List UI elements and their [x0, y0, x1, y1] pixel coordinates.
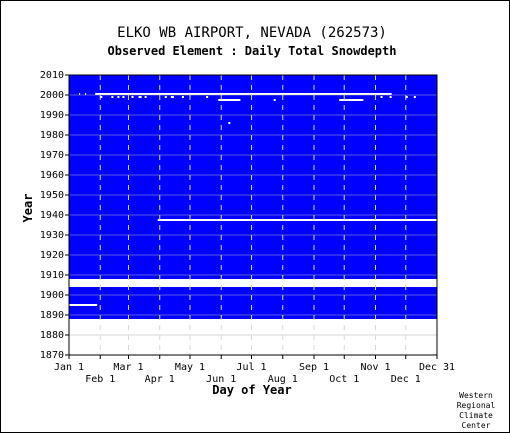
observed-period-0	[69, 287, 437, 319]
y-tick-label-1890: 1890	[40, 310, 64, 321]
missing-record-6	[95, 93, 392, 95]
missing-record-16	[164, 96, 167, 98]
credit-line-4: Center	[462, 421, 491, 430]
x-tick-label-151: Jun 1	[206, 374, 236, 385]
missing-record-3	[218, 99, 241, 101]
x-tick-label-365: Dec 31	[419, 362, 455, 373]
missing-record-4	[339, 99, 364, 101]
y-tick-label-1930: 1930	[40, 230, 64, 241]
chart-subtitle: Observed Element : Daily Total Snowdepth	[108, 44, 397, 58]
missing-record-9	[100, 96, 103, 98]
x-tick-label-59: Mar 1	[113, 362, 143, 373]
credit-line-1: Western	[459, 391, 493, 400]
missing-record-20	[380, 96, 383, 98]
missing-record-23	[413, 96, 416, 98]
missing-layer	[69, 93, 438, 306]
y-tick-label-1980: 1980	[40, 130, 64, 141]
missing-record-7	[79, 93, 81, 95]
missing-record-2	[228, 122, 231, 124]
y-tick-label-1940: 1940	[40, 210, 64, 221]
missing-record-10	[111, 96, 114, 98]
y-tick-label-1990: 1990	[40, 110, 64, 121]
missing-record-5	[273, 99, 276, 101]
x-tick-label-243: Sep 1	[299, 362, 329, 373]
x-tick-label-90: Apr 1	[145, 374, 175, 385]
missing-record-21	[389, 96, 392, 98]
x-axis: Jan 1 Mar 1 May 1 Jul 1 Sep 1 Nov 1 Dec 31 Feb …	[54, 355, 455, 385]
y-tick-label-1920: 1920	[40, 250, 64, 261]
x-tick-label-304: Nov 1	[360, 362, 390, 373]
y-tick-label-2000: 2000	[40, 90, 64, 101]
missing-record-12	[122, 96, 125, 98]
missing-record-1	[157, 219, 438, 221]
x-tick-label-31: Feb 1	[85, 374, 115, 385]
missing-record-11	[117, 96, 120, 98]
y-tick-label-1970: 1970	[40, 150, 64, 161]
missing-record-15	[144, 96, 147, 98]
missing-record-0	[69, 304, 98, 306]
y-tick-label-1870: 1870	[40, 350, 64, 361]
credit-line-3: Climate	[459, 411, 493, 420]
missing-record-8	[85, 93, 87, 95]
observed-period-1	[69, 75, 437, 279]
chart-title: ELKO WB AIRPORT, NEVADA (262573)	[117, 25, 387, 41]
missing-record-14	[138, 96, 142, 98]
y-tick-label-1880: 1880	[40, 330, 64, 341]
missing-record-22	[405, 96, 408, 98]
y-tick-label-2010: 2010	[40, 70, 64, 81]
missing-record-17	[170, 96, 174, 98]
x-tick-label-120: May 1	[175, 362, 205, 373]
missing-record-18	[181, 96, 184, 98]
y-tick-label-1900: 1900	[40, 290, 64, 301]
y-axis-title: Year	[21, 194, 35, 223]
missing-record-19	[206, 96, 209, 98]
x-tick-label-0: Jan 1	[54, 362, 84, 373]
missing-record-13	[131, 96, 134, 98]
y-axis: 1870 1880 1890 1900 1910 1920 1930 1940 1950 1960…	[40, 70, 69, 361]
x-tick-label-212: Aug 1	[268, 374, 298, 385]
y-tick-label-1910: 1910	[40, 270, 64, 281]
x-tick-label-334: Dec 1	[391, 374, 421, 385]
credit-line-2: Regional	[457, 401, 496, 410]
x-tick-label-181: Jul 1	[236, 362, 266, 373]
y-tick-label-1950: 1950	[40, 190, 64, 201]
y-tick-label-1960: 1960	[40, 170, 64, 181]
x-tick-label-273: Oct 1	[329, 374, 359, 385]
x-axis-title: Day of Year	[212, 383, 291, 397]
